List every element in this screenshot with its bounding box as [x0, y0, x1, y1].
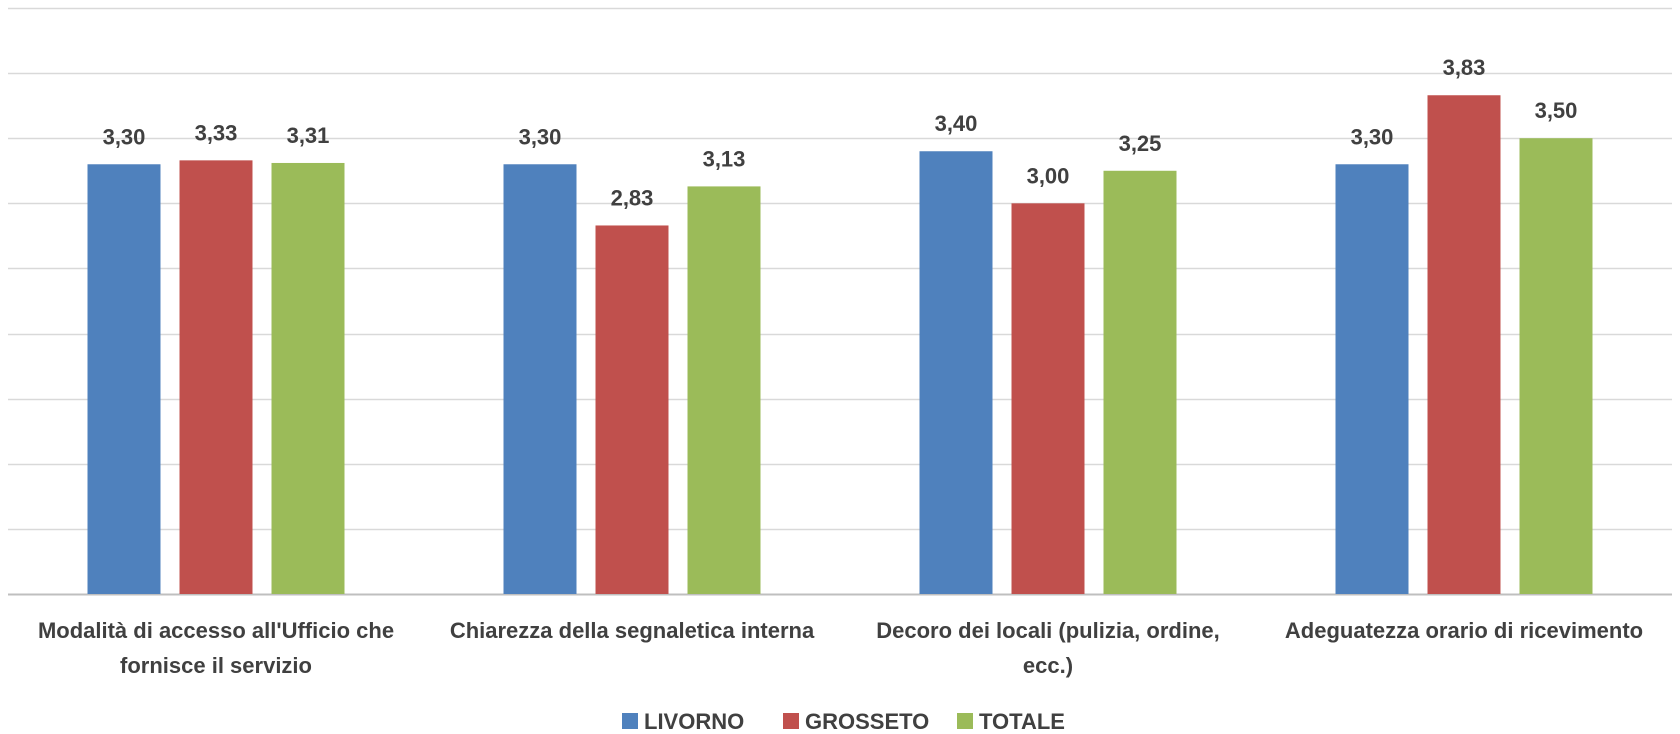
data-label: 3,31 — [287, 123, 330, 148]
bar-totale-0 — [271, 162, 345, 594]
data-labels: 3,30 3,33 3,31 3,30 2,83 3,13 3,40 3,00 3,25 3,30… — [103, 55, 1578, 210]
legend-swatch-livorno — [622, 713, 638, 729]
data-label: 3,00 — [1027, 163, 1070, 188]
category-label: Modalità di accesso all'Ufficio che — [38, 618, 394, 643]
data-label: 3,83 — [1443, 55, 1486, 80]
data-label: 3,30 — [103, 124, 146, 149]
data-label: 3,30 — [1351, 124, 1394, 149]
category-label: Adeguatezza orario di ricevimento — [1285, 618, 1643, 643]
bar-totale-2 — [1103, 170, 1177, 594]
data-label: 3,13 — [703, 146, 746, 171]
legend: LIVORNO GROSSETO TOTALE — [622, 709, 1065, 734]
bar-livorno-3 — [1335, 164, 1409, 594]
category-label: fornisce il servizio — [120, 653, 312, 678]
category-labels: Modalità di accesso all'Ufficio che forni… — [38, 618, 1643, 678]
bar-grosseto-0 — [179, 160, 253, 595]
legend-swatch-grosseto — [783, 713, 799, 729]
bar-totale-1 — [687, 186, 761, 594]
data-label: 3,30 — [519, 124, 562, 149]
bar-livorno-1 — [503, 164, 577, 594]
legend-label-totale: TOTALE — [979, 709, 1065, 734]
legend-swatch-totale — [957, 713, 973, 729]
data-label: 3,50 — [1535, 98, 1578, 123]
gridlines — [8, 7, 1672, 596]
legend-label-grosseto: GROSSETO — [805, 709, 929, 734]
data-label: 3,40 — [935, 111, 978, 136]
bar-grosseto-2 — [1011, 203, 1085, 595]
data-label: 3,33 — [195, 120, 238, 145]
bar-totale-3 — [1519, 138, 1593, 594]
bar-livorno-0 — [87, 164, 161, 594]
data-label: 2,83 — [611, 185, 654, 210]
category-label: Chiarezza della segnaletica interna — [450, 618, 815, 643]
category-label: ecc.) — [1023, 653, 1073, 678]
category-label: Decoro dei locali (pulizia, ordine, — [876, 618, 1220, 643]
bars — [87, 95, 1593, 595]
bar-grosseto-3 — [1427, 95, 1501, 594]
bar-livorno-2 — [919, 151, 993, 594]
data-label: 3,25 — [1119, 131, 1162, 156]
bar-grosseto-1 — [595, 225, 669, 594]
legend-label-livorno: LIVORNO — [644, 709, 744, 734]
